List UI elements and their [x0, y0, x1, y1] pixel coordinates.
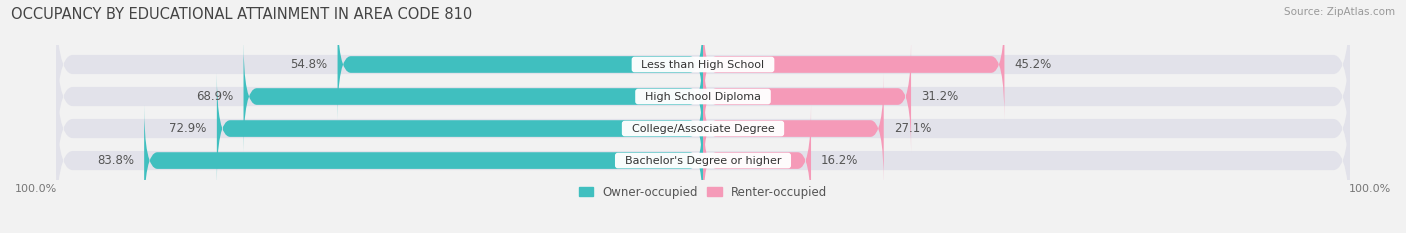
FancyBboxPatch shape: [145, 105, 703, 216]
FancyBboxPatch shape: [56, 26, 1350, 167]
Text: OCCUPANCY BY EDUCATIONAL ATTAINMENT IN AREA CODE 810: OCCUPANCY BY EDUCATIONAL ATTAINMENT IN A…: [11, 7, 472, 22]
Text: 31.2%: 31.2%: [921, 90, 959, 103]
Text: Bachelor's Degree or higher: Bachelor's Degree or higher: [617, 156, 789, 166]
Text: 68.9%: 68.9%: [197, 90, 233, 103]
Text: Source: ZipAtlas.com: Source: ZipAtlas.com: [1284, 7, 1395, 17]
Text: 16.2%: 16.2%: [821, 154, 859, 167]
FancyBboxPatch shape: [56, 0, 1350, 135]
Legend: Owner-occupied, Renter-occupied: Owner-occupied, Renter-occupied: [574, 181, 832, 203]
FancyBboxPatch shape: [243, 41, 703, 152]
Text: 45.2%: 45.2%: [1015, 58, 1052, 71]
FancyBboxPatch shape: [56, 58, 1350, 199]
Text: 27.1%: 27.1%: [894, 122, 931, 135]
Text: 83.8%: 83.8%: [97, 154, 134, 167]
FancyBboxPatch shape: [703, 41, 911, 152]
Text: College/Associate Degree: College/Associate Degree: [624, 123, 782, 134]
FancyBboxPatch shape: [217, 73, 703, 184]
FancyBboxPatch shape: [703, 105, 811, 216]
FancyBboxPatch shape: [703, 73, 884, 184]
Text: Less than High School: Less than High School: [634, 59, 772, 69]
FancyBboxPatch shape: [56, 90, 1350, 231]
FancyBboxPatch shape: [337, 9, 703, 120]
Text: 72.9%: 72.9%: [170, 122, 207, 135]
FancyBboxPatch shape: [703, 9, 1004, 120]
Text: High School Diploma: High School Diploma: [638, 92, 768, 102]
Text: 54.8%: 54.8%: [291, 58, 328, 71]
